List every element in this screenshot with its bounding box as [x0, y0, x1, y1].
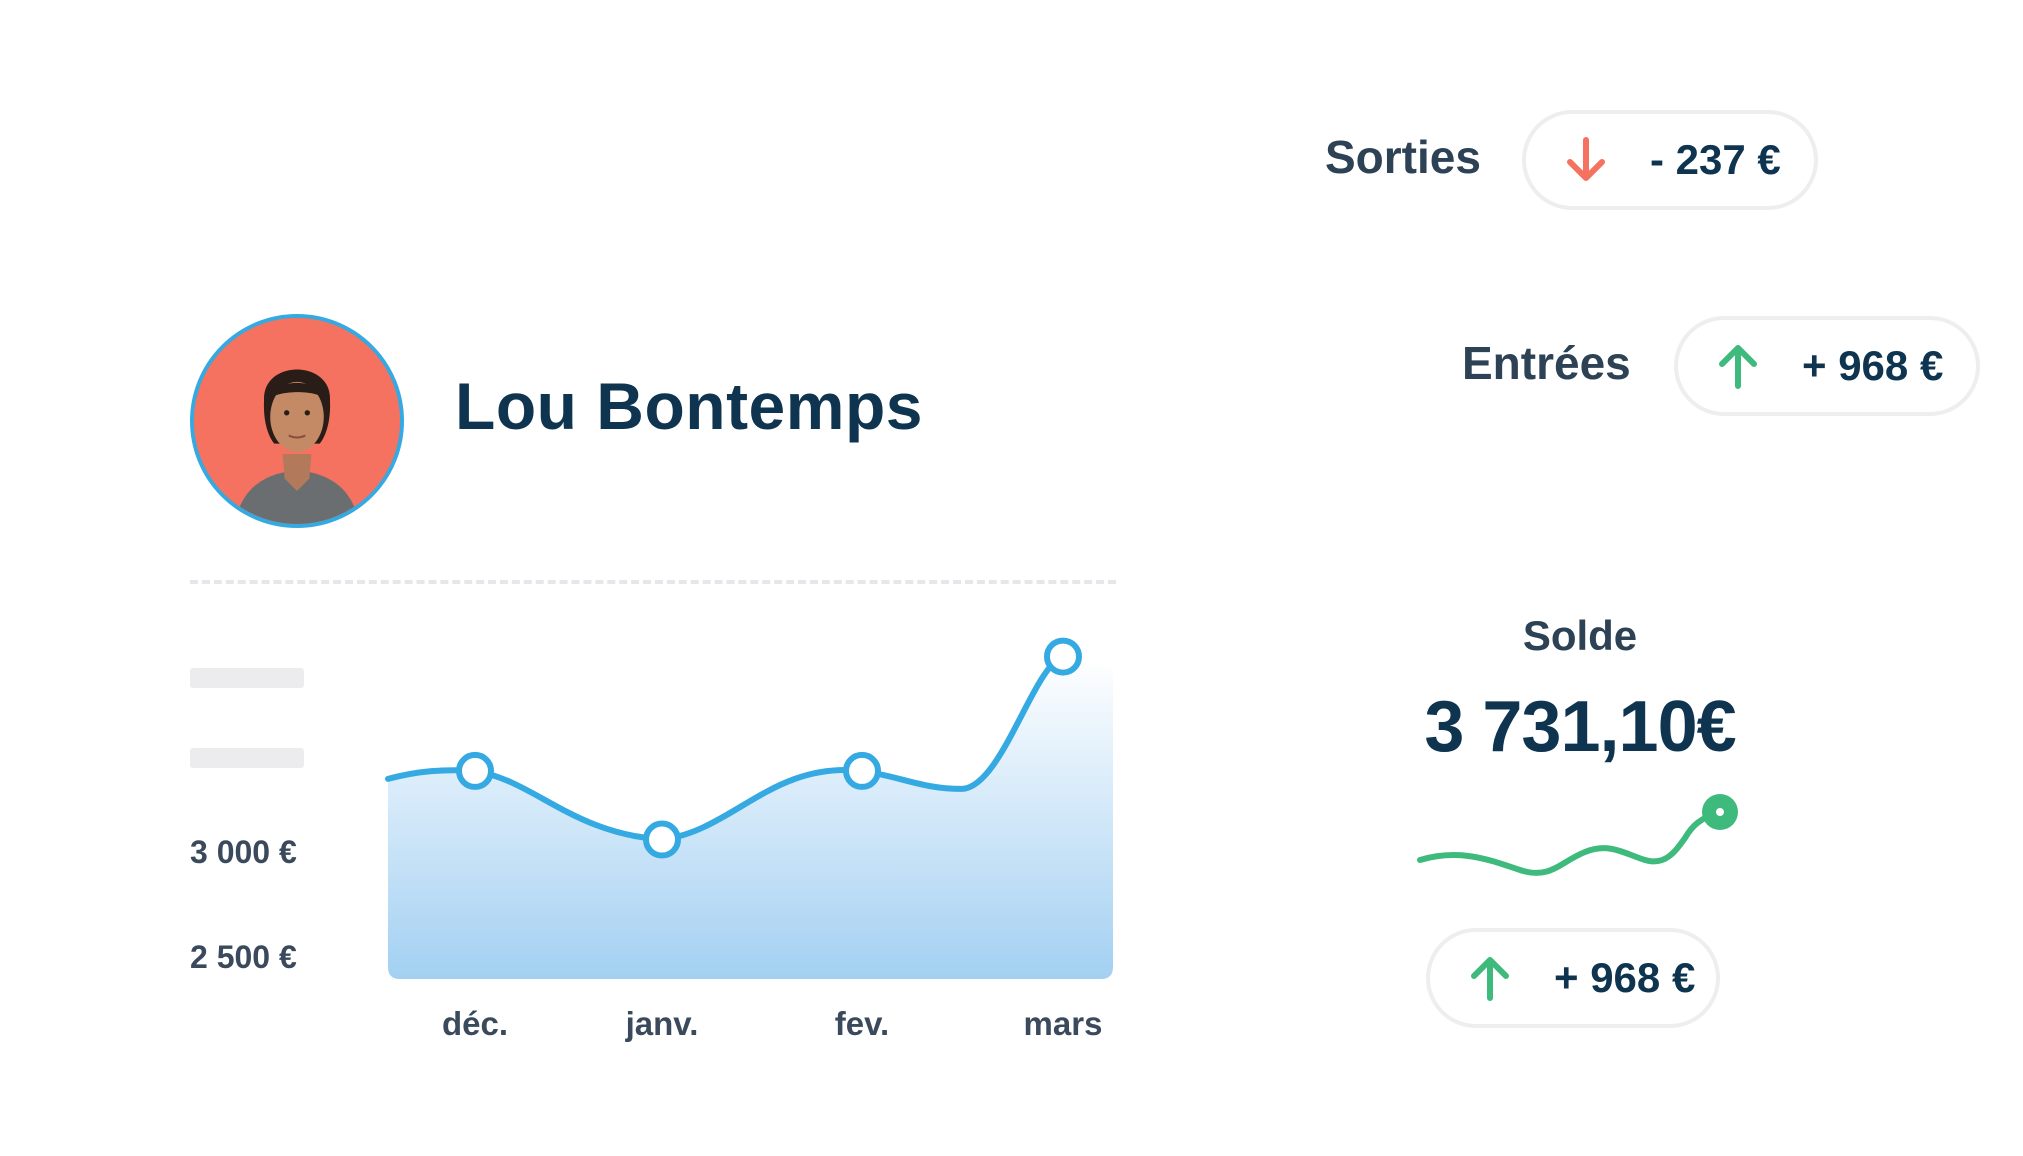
x-tick-label: janv. — [625, 1005, 699, 1042]
chart-data-point — [643, 820, 681, 859]
entrees-label: Entrées — [1462, 337, 1631, 389]
sparkline-line — [1417, 809, 1723, 876]
entrees-pill: + 968 € — [1674, 316, 1980, 416]
avatar — [190, 314, 404, 528]
sorties-label: Sorties — [1325, 131, 1481, 183]
chart-data-point — [843, 751, 881, 790]
arrow-down-icon — [1567, 137, 1605, 181]
chart-data-point — [1044, 637, 1082, 676]
entrees-value: + 968 € — [1802, 342, 1944, 389]
sorties-value: - 237 € — [1650, 136, 1781, 183]
balance-area-chart — [385, 637, 1113, 979]
avatar-portrait-icon — [194, 318, 400, 524]
x-tick-label: mars — [1023, 1005, 1103, 1042]
user-name: Lou Bontemps — [455, 369, 923, 443]
balance-sparkline — [1417, 794, 1738, 876]
solde-label: Solde — [1522, 612, 1638, 659]
chart-area-fill — [388, 656, 1113, 979]
y-tick-label: 3 000 € — [190, 834, 297, 870]
x-tick-label: déc. — [441, 1005, 509, 1042]
y-tick-label: 2 500 € — [190, 939, 297, 975]
sorties-pill: - 237 € — [1522, 110, 1818, 210]
chart-data-point — [456, 751, 494, 790]
solde-change-pill: + 968 € — [1426, 928, 1720, 1028]
arrow-up-icon — [1471, 957, 1509, 1001]
dashed-divider — [190, 580, 1116, 584]
solde-change-value: + 968 € — [1554, 954, 1696, 1001]
skeleton-placeholder — [190, 668, 304, 688]
solde-value: 3 731,10€ — [1424, 687, 1736, 767]
x-tick-label: fev. — [834, 1005, 890, 1042]
skeleton-placeholder — [190, 748, 304, 768]
arrow-up-icon — [1719, 345, 1757, 389]
